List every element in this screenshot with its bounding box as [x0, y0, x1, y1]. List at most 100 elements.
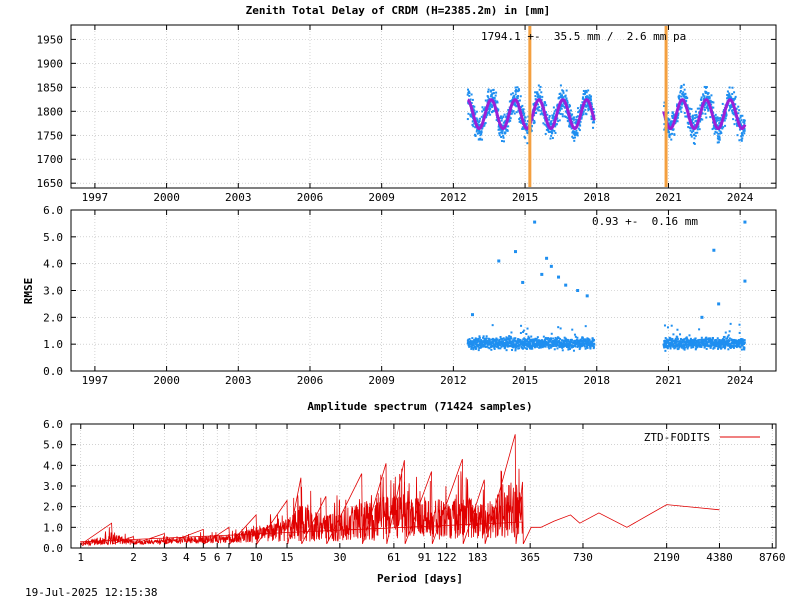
rmse-point — [523, 346, 526, 349]
ztd-point — [680, 95, 683, 98]
rmse-point — [519, 338, 522, 341]
ztd-point — [491, 92, 494, 95]
ztd-point — [583, 105, 586, 108]
rmse-point — [519, 331, 522, 334]
rmse-point — [509, 337, 512, 340]
ztd-point — [466, 93, 469, 96]
ztd-point — [497, 108, 500, 111]
rmse-point — [585, 340, 588, 343]
rmse-point — [729, 346, 732, 349]
ztd-seasonal-fit-line — [662, 98, 747, 130]
ztd-point — [700, 117, 703, 120]
ztd-point — [474, 112, 477, 115]
rmse-point — [742, 340, 745, 343]
rmse-point — [493, 346, 496, 349]
ztd-point — [700, 98, 703, 101]
ztd-point — [516, 90, 519, 93]
spectrum-xtick-label: 183 — [468, 551, 488, 564]
rmse-point — [472, 342, 475, 345]
ztd-point — [488, 104, 491, 107]
rmse-point — [711, 340, 714, 343]
ztd-point — [703, 97, 706, 100]
ztd-point — [692, 129, 695, 132]
ztd-point — [667, 111, 670, 114]
ztd-point — [683, 93, 686, 96]
ztd-point — [584, 95, 587, 98]
ztd-plot-frame — [70, 24, 777, 189]
rmse-point — [729, 343, 732, 346]
rmse-point — [494, 345, 497, 348]
rmse-point — [520, 342, 523, 345]
rmse-point — [690, 346, 693, 349]
ztd-point — [728, 86, 731, 89]
spectrum-xtick-label: 2190 — [653, 551, 680, 564]
rmse-point — [494, 344, 497, 347]
ztd-point — [587, 89, 590, 92]
ztd-ytick-label: 1750 — [37, 129, 64, 142]
rmse-point — [663, 345, 666, 348]
rmse-point — [709, 340, 712, 343]
rmse-point — [687, 345, 690, 348]
rmse-point — [588, 338, 591, 341]
ztd-point — [577, 111, 580, 114]
ztd-point — [686, 97, 689, 100]
spectrum-xtick-label: 2 — [130, 551, 137, 564]
rmse-point — [534, 339, 537, 342]
rmse-point — [708, 345, 711, 348]
ztd-point — [544, 132, 547, 135]
ztd-point — [728, 93, 731, 96]
rmse-point — [668, 338, 671, 341]
rmse-point — [547, 337, 550, 340]
rmse-point — [727, 348, 730, 351]
ztd-point — [741, 134, 744, 137]
ztd-point — [545, 111, 548, 114]
spectrum-title: Amplitude spectrum (71424 samples) — [307, 400, 532, 413]
rmse-point — [536, 336, 539, 339]
rmse-point — [668, 344, 671, 347]
ztd-point — [473, 109, 476, 112]
rmse-point — [519, 339, 522, 342]
rmse-point — [723, 338, 726, 341]
ztd-point — [705, 96, 708, 99]
ztd-point — [687, 126, 690, 129]
rmse-point — [584, 338, 587, 341]
ztd-point — [519, 116, 522, 119]
ztd-point — [548, 118, 551, 121]
ztd-point — [536, 91, 539, 94]
ztd-point — [513, 112, 516, 115]
ztd-point — [470, 93, 473, 96]
ztd-point — [521, 104, 524, 107]
rmse-point — [528, 337, 531, 340]
rmse-point — [686, 347, 689, 350]
ztd-point — [506, 112, 509, 115]
ztd-point — [706, 104, 709, 107]
ztd-point — [712, 101, 715, 104]
ztd-point — [693, 124, 696, 127]
rmse-point — [683, 344, 686, 347]
rmse-point — [522, 329, 525, 332]
rmse-point — [532, 344, 535, 347]
ztd-point — [494, 99, 497, 102]
rmse-point — [553, 348, 556, 351]
ztd-point — [692, 121, 695, 124]
rmse-point — [526, 327, 529, 330]
ztd-point — [704, 103, 707, 106]
ztd-point — [504, 120, 507, 123]
ztd-point — [472, 125, 475, 128]
rmse-point — [702, 341, 705, 344]
ztd-point — [540, 98, 543, 101]
ztd-point — [705, 116, 708, 119]
ztd-point — [497, 109, 500, 112]
ztd-point — [689, 129, 692, 132]
rmse-point — [508, 335, 511, 338]
rmse-ytick-label: 4.0 — [43, 258, 63, 271]
rmse-xtick-label: 2006 — [297, 374, 324, 387]
ztd-point — [671, 111, 674, 114]
ztd-point — [543, 123, 546, 126]
rmse-point — [703, 345, 706, 348]
rmse-point — [680, 338, 683, 341]
ztd-point — [566, 99, 569, 102]
ztd-point — [474, 134, 477, 137]
ztd-xtick-label: 1997 — [82, 191, 109, 204]
ztd-point — [522, 114, 525, 117]
